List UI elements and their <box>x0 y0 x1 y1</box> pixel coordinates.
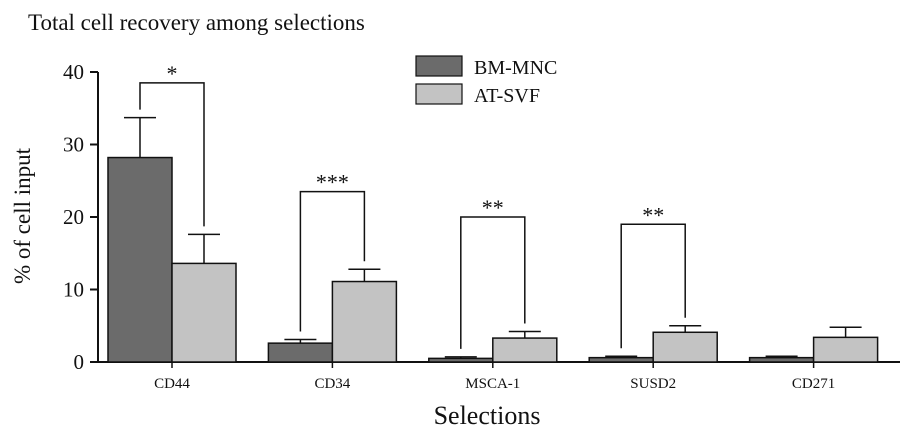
bar-at-svf-cd271 <box>812 336 879 363</box>
y-tick-label: 0 <box>74 350 85 374</box>
significance-bracket <box>460 216 526 349</box>
x-tick-label: SUSD2 <box>630 376 676 392</box>
x-axis-label: Selections <box>434 401 541 430</box>
bar-at-svf-cd34 <box>331 280 398 363</box>
bar-at-svf-msca-1 <box>492 337 558 363</box>
significance-bracket <box>139 82 205 227</box>
bar-bm-mnc-susd2 <box>588 356 654 363</box>
bar-at-svf-susd2 <box>652 331 718 363</box>
significance-label: * <box>167 61 178 86</box>
y-tick-label: 20 <box>63 205 84 229</box>
bar-bm-mnc-cd44 <box>107 156 173 363</box>
bar-bm-mnc-msca-1 <box>428 357 494 363</box>
legend-label-bm-mnc: BM-MNC <box>474 57 557 79</box>
significance-label: *** <box>316 170 349 195</box>
chart-title: Total cell recovery among selections <box>28 10 365 35</box>
x-tick-label: MSCA-1 <box>465 376 520 392</box>
significance-label: ** <box>642 202 664 227</box>
x-tick-label: CD271 <box>792 376 835 392</box>
bar-bm-mnc-cd34 <box>267 342 334 363</box>
legend-swatch-at-svf <box>415 83 463 105</box>
bar-bm-mnc-cd271 <box>748 356 815 363</box>
y-tick-label: 30 <box>63 133 84 157</box>
significance-bracket <box>299 190 366 332</box>
significance-label: ** <box>482 195 504 220</box>
legend-swatch-bm-mnc <box>415 55 463 77</box>
y-axis-label: % of cell input <box>10 147 35 284</box>
x-tick-label: CD34 <box>314 376 350 392</box>
x-tick-label: CD44 <box>154 376 190 392</box>
y-tick-label: 40 <box>63 60 84 84</box>
y-tick-label: 10 <box>63 278 84 302</box>
bar-at-svf-cd44 <box>171 262 237 363</box>
significance-bracket <box>620 223 686 349</box>
legend-label-at-svf: AT-SVF <box>474 85 540 107</box>
